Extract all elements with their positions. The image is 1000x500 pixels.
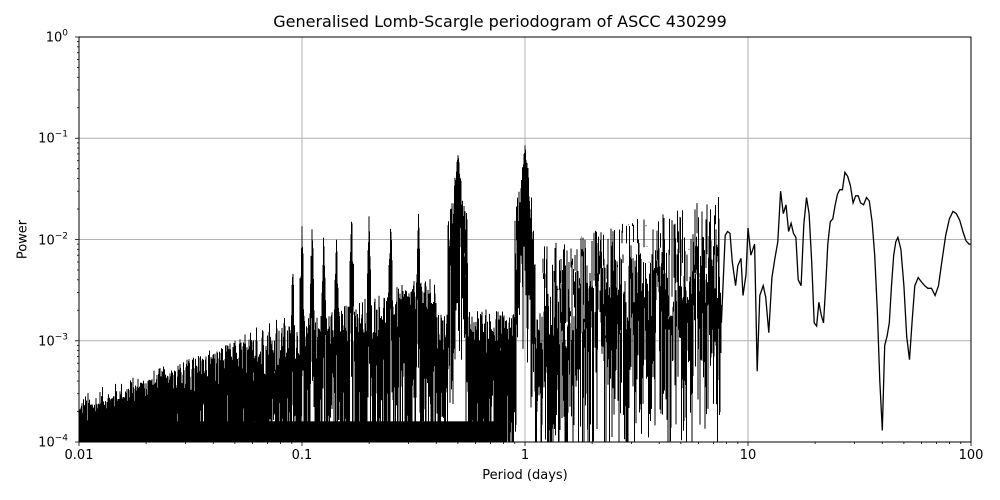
chart-title: Generalised Lomb-Scargle periodogram of … — [273, 12, 727, 31]
y-tick-label: 10−3 — [38, 332, 68, 350]
x-tick-label: 100 — [958, 448, 984, 463]
y-axis-label: Power — [15, 219, 31, 260]
y-tick-label: 10−2 — [38, 231, 68, 248]
plot-frame — [78, 36, 972, 443]
x-tick-label: 10 — [739, 448, 757, 463]
y-tick-label: 10−1 — [38, 129, 68, 147]
periodogram-dense-trace — [78, 145, 722, 442]
periodogram-long-period-curve — [720, 170, 971, 431]
x-tick-label: 1 — [520, 448, 530, 463]
y-tick-label: 100 — [45, 28, 68, 46]
x-axis-label: Period (days) — [482, 468, 568, 483]
y-tick-label: 10−4 — [38, 433, 68, 451]
x-tick-label: 0.1 — [291, 448, 313, 463]
x-tick-label: 0.01 — [64, 448, 94, 463]
